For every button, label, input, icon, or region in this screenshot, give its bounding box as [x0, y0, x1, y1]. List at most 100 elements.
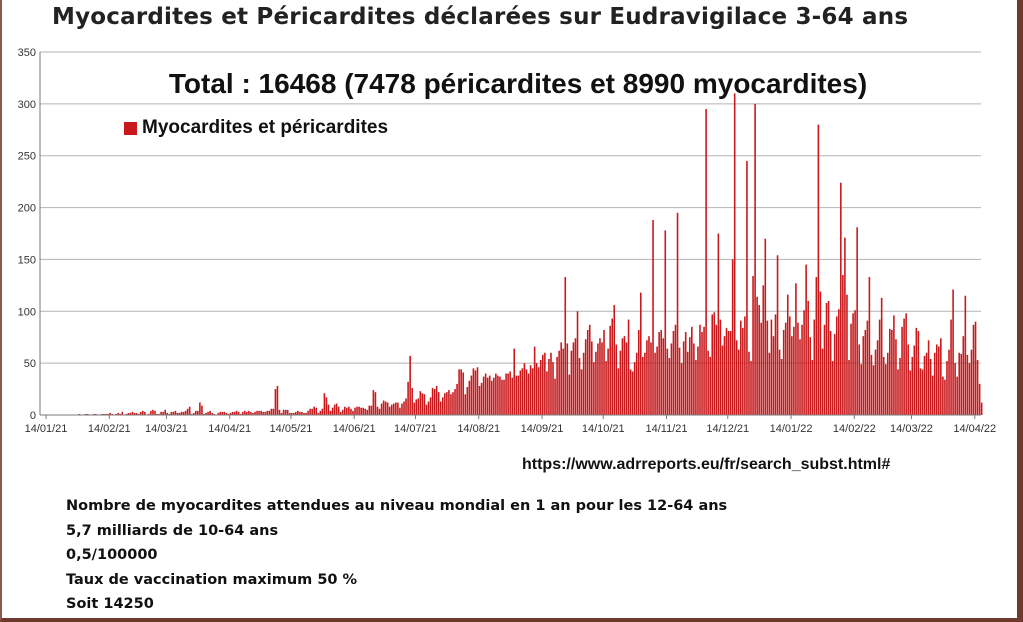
bar: [901, 326, 903, 415]
x-tick-label: 14/02/22: [833, 423, 876, 435]
bar: [601, 342, 603, 415]
source-url: https://www.adrreports.eu/fr/search_subs…: [522, 456, 891, 473]
bar: [317, 412, 320, 415]
bar: [476, 367, 479, 415]
bar: [960, 353, 963, 415]
bar: [723, 336, 726, 415]
bar: [515, 375, 518, 415]
bar: [670, 343, 673, 415]
bar: [831, 361, 834, 415]
bar: [401, 403, 403, 415]
bar: [821, 348, 824, 415]
bar: [744, 316, 746, 415]
bar: [154, 410, 156, 415]
bar: [933, 352, 936, 415]
bar: [427, 401, 430, 415]
bar: [682, 341, 685, 415]
bar: [813, 319, 816, 415]
bar: [319, 410, 322, 415]
bar: [946, 361, 948, 415]
legend-swatch: [124, 122, 137, 135]
bar: [905, 313, 907, 415]
bar: [644, 352, 646, 415]
bar: [791, 336, 793, 415]
bar: [333, 404, 336, 415]
bar: [766, 320, 769, 415]
bar: [503, 379, 505, 415]
bar: [705, 109, 707, 415]
bar: [827, 300, 830, 415]
bar: [793, 326, 795, 415]
bar: [360, 407, 362, 415]
bar: [331, 407, 334, 415]
bar: [201, 405, 203, 415]
bar: [668, 357, 671, 415]
bar: [407, 381, 409, 415]
note-line: Nombre de myocardites attendues au nivea…: [66, 498, 728, 514]
bar: [829, 330, 832, 415]
bar: [944, 379, 946, 415]
bar: [376, 406, 379, 415]
bar: [866, 320, 869, 415]
bar: [784, 322, 787, 415]
bar: [211, 412, 213, 415]
bar: [335, 403, 338, 415]
bar: [568, 374, 571, 415]
bar: [586, 329, 589, 415]
bar: [431, 388, 434, 415]
y-tick-label: 0: [30, 410, 36, 422]
bar: [782, 329, 785, 415]
bar: [919, 368, 922, 415]
bar: [160, 411, 162, 415]
bar: [752, 276, 754, 415]
bar: [435, 385, 438, 415]
bar: [209, 410, 211, 415]
bar: [133, 412, 136, 415]
bar: [660, 329, 662, 415]
bar: [737, 349, 740, 415]
bar: [103, 413, 105, 415]
bar: [917, 330, 920, 415]
bar: [341, 409, 344, 415]
bar: [840, 182, 842, 415]
bar: [405, 398, 407, 415]
bar: [162, 411, 164, 415]
bar: [415, 399, 418, 415]
bar: [129, 412, 132, 415]
bar: [780, 358, 783, 415]
bar: [188, 406, 191, 415]
bar: [395, 402, 397, 415]
bar: [358, 406, 360, 415]
x-tick-label: 14/04/21: [208, 423, 251, 435]
x-tick-label: 14/01/21: [25, 423, 68, 435]
bar: [501, 379, 503, 415]
bar: [760, 322, 763, 415]
bar: [613, 305, 616, 415]
bar: [558, 350, 560, 415]
bar: [433, 389, 436, 415]
bar: [237, 411, 240, 415]
bar: [648, 336, 650, 415]
bar: [964, 295, 967, 415]
x-tick-label: 14/11/21: [646, 423, 688, 435]
bar: [625, 342, 628, 415]
bar: [774, 314, 777, 415]
bar: [870, 354, 873, 415]
bar: [366, 409, 369, 415]
bar: [517, 375, 520, 415]
bar: [891, 329, 893, 415]
bar: [252, 412, 254, 415]
bar: [856, 227, 858, 415]
bar: [311, 408, 313, 415]
x-tick-label: 14/05/21: [270, 423, 313, 435]
bar: [468, 380, 471, 415]
bar: [786, 294, 789, 415]
bar: [297, 410, 299, 415]
bar: [270, 408, 273, 415]
bar: [719, 319, 722, 415]
bar: [292, 412, 295, 415]
bars-series: [78, 93, 983, 416]
bar: [105, 413, 107, 415]
bar: [611, 318, 614, 415]
